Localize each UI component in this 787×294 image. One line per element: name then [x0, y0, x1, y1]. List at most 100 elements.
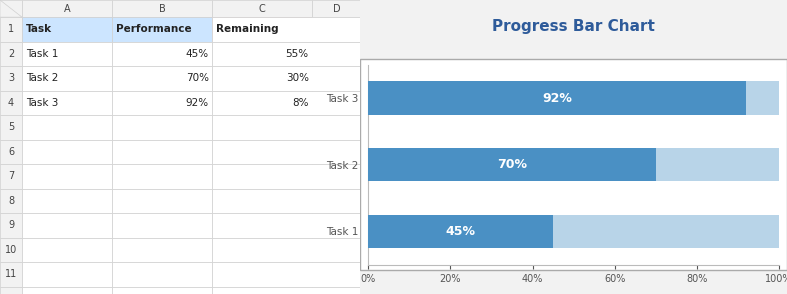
Text: 70%: 70% — [497, 158, 527, 171]
Text: 10: 10 — [5, 245, 17, 255]
Text: 3: 3 — [8, 74, 14, 83]
Bar — [112, 140, 212, 164]
Bar — [0, 262, 22, 287]
Bar — [112, 189, 212, 213]
Text: A: A — [64, 4, 70, 14]
Bar — [212, 17, 312, 42]
Bar — [212, 164, 360, 189]
Bar — [112, 238, 212, 262]
Bar — [112, 66, 212, 91]
Text: 92%: 92% — [186, 98, 209, 108]
Bar — [112, 164, 212, 189]
Text: Performance: Performance — [116, 24, 191, 34]
Bar — [22, 238, 112, 262]
Text: B: B — [159, 4, 165, 14]
Bar — [368, 148, 779, 181]
Bar — [212, 213, 312, 238]
Bar — [112, 91, 212, 115]
Text: 55%: 55% — [286, 49, 309, 59]
Bar — [212, 0, 312, 17]
Bar — [0, 238, 22, 262]
Bar — [22, 213, 112, 238]
Text: 5: 5 — [8, 122, 14, 132]
Bar — [0, 189, 22, 213]
Bar — [212, 189, 312, 213]
Bar — [22, 287, 112, 294]
Text: 1: 1 — [8, 24, 14, 34]
Bar — [212, 42, 360, 66]
Text: Remaining: Remaining — [216, 24, 279, 34]
Bar — [368, 81, 746, 115]
Text: 9: 9 — [8, 220, 14, 230]
Bar — [212, 115, 360, 140]
Bar — [22, 262, 112, 287]
Text: 92%: 92% — [542, 91, 572, 104]
Bar — [212, 91, 360, 115]
Bar — [212, 42, 312, 66]
Bar — [368, 148, 656, 181]
Text: 11: 11 — [5, 269, 17, 279]
Bar — [368, 81, 779, 115]
Text: D: D — [333, 4, 340, 14]
Bar — [0, 91, 22, 115]
Text: C: C — [259, 4, 266, 14]
Bar — [368, 215, 553, 248]
Text: 45%: 45% — [186, 49, 209, 59]
Text: 7: 7 — [8, 171, 14, 181]
Bar — [0, 42, 22, 66]
Text: 45%: 45% — [445, 225, 476, 238]
Bar — [112, 213, 212, 238]
Bar — [22, 140, 112, 164]
Bar — [212, 115, 312, 140]
Text: Task 1: Task 1 — [26, 49, 58, 59]
Text: 70%: 70% — [186, 74, 209, 83]
Bar — [212, 238, 312, 262]
Text: 8: 8 — [8, 196, 14, 206]
Text: Progress Bar Chart: Progress Bar Chart — [493, 19, 655, 34]
Bar — [0, 140, 22, 164]
Bar — [22, 115, 112, 140]
Bar — [312, 0, 360, 17]
Text: 30%: 30% — [286, 74, 309, 83]
Text: 6: 6 — [8, 147, 14, 157]
Polygon shape — [0, 0, 22, 17]
Bar — [112, 17, 212, 42]
Bar — [212, 66, 360, 91]
Bar — [22, 91, 112, 115]
Bar — [22, 66, 112, 91]
Bar — [0, 0, 22, 17]
Bar — [0, 213, 22, 238]
Text: Task: Task — [26, 24, 52, 34]
Bar — [22, 42, 112, 66]
Bar — [212, 66, 312, 91]
Bar — [22, 0, 112, 17]
Bar — [212, 262, 312, 287]
Bar — [0, 17, 22, 42]
Bar — [212, 287, 312, 294]
Bar — [112, 262, 212, 287]
Bar — [212, 238, 360, 262]
Bar — [212, 262, 360, 287]
Bar — [212, 287, 360, 294]
Bar — [0, 164, 22, 189]
Bar — [212, 140, 312, 164]
Bar — [22, 189, 112, 213]
Bar — [112, 287, 212, 294]
Text: 4: 4 — [8, 98, 14, 108]
Text: Task 3: Task 3 — [26, 98, 58, 108]
Bar — [22, 17, 112, 42]
Text: Task 2: Task 2 — [26, 74, 58, 83]
Bar — [112, 42, 212, 66]
Bar — [0, 66, 22, 91]
Bar — [22, 164, 112, 189]
Bar — [212, 164, 312, 189]
Bar — [212, 91, 312, 115]
Bar — [0, 115, 22, 140]
Bar — [212, 17, 360, 42]
Bar — [112, 0, 212, 17]
Bar — [212, 140, 360, 164]
Bar — [212, 213, 360, 238]
Bar — [368, 215, 779, 248]
Bar — [112, 115, 212, 140]
Bar — [0, 287, 22, 294]
